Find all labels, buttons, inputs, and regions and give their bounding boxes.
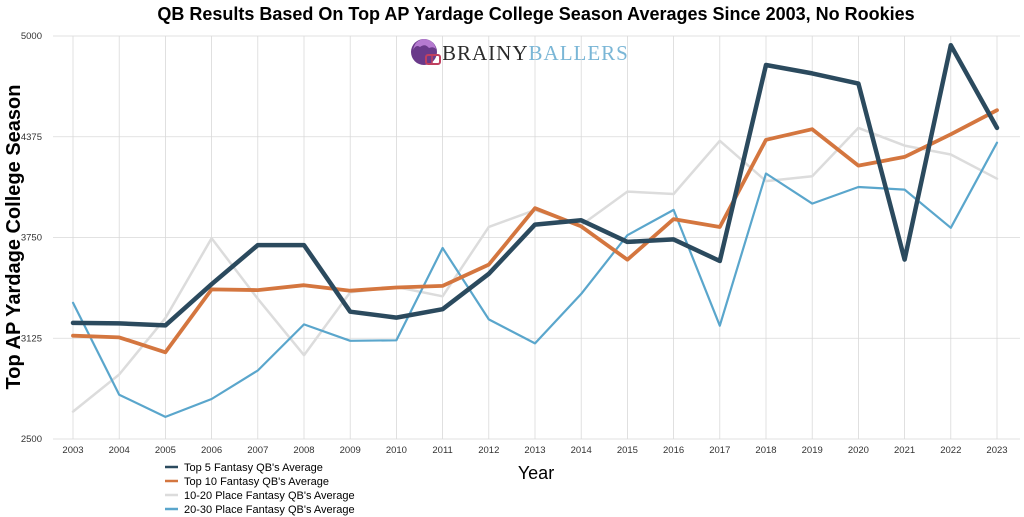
y-tick-label: 4375 bbox=[21, 132, 42, 143]
logo-brainy: BRAINY bbox=[442, 41, 529, 65]
y-tick-label: 2500 bbox=[21, 434, 42, 445]
x-tick-label: 2016 bbox=[663, 445, 684, 456]
x-tick-label: 2021 bbox=[894, 445, 915, 456]
logo-ballers: BALLERS bbox=[529, 41, 629, 65]
x-tick-label: 2013 bbox=[524, 445, 545, 456]
brain-helmet-icon bbox=[411, 39, 441, 65]
series-line-4 bbox=[71, 141, 999, 418]
x-tick-labels: 2003 2004 2005 2006 2007 2008 2009 2010 2011 2012… bbox=[62, 445, 1007, 456]
x-tick-label: 2007 bbox=[247, 445, 268, 456]
y-tick-label: 5000 bbox=[21, 31, 42, 42]
x-tick-label: 2009 bbox=[340, 445, 361, 456]
x-tick-label: 2023 bbox=[986, 445, 1007, 456]
legend-label: 10-20 Place Fantasy QB's Average bbox=[184, 490, 355, 502]
legend: Top 5 Fantasy QB's Average Top 10 Fantasy… bbox=[165, 462, 355, 516]
x-tick-label: 2004 bbox=[109, 445, 130, 456]
x-tick-label: 2006 bbox=[201, 445, 222, 456]
grid-layer bbox=[53, 35, 1020, 440]
x-tick-label: 2022 bbox=[940, 445, 961, 456]
x-tick-label: 2008 bbox=[293, 445, 314, 456]
series-line-1 bbox=[70, 42, 1000, 328]
x-tick-label: 2018 bbox=[755, 445, 776, 456]
x-tick-label: 2014 bbox=[571, 445, 592, 456]
logo: BRAINYBALLERS bbox=[411, 39, 629, 65]
x-axis-label: Year bbox=[518, 463, 554, 483]
x-tick-label: 2011 bbox=[432, 445, 452, 456]
y-axis-label: Top AP Yardage College Season bbox=[3, 85, 25, 390]
series-line-2 bbox=[71, 108, 999, 355]
x-tick-label: 2020 bbox=[848, 445, 869, 456]
x-tick-label: 2010 bbox=[386, 445, 407, 456]
y-tick-labels: 2500 3125 3750 4375 5000 bbox=[21, 31, 42, 445]
svg-text:BRAINYBALLERS: BRAINYBALLERS bbox=[442, 41, 629, 65]
x-tick-label: 2017 bbox=[709, 445, 730, 456]
chart-title: QB Results Based On Top AP Yardage Colle… bbox=[157, 4, 914, 24]
legend-label: Top 5 Fantasy QB's Average bbox=[184, 462, 323, 474]
legend-label: 20-30 Place Fantasy QB's Average bbox=[184, 504, 355, 516]
y-tick-label: 3750 bbox=[21, 233, 42, 244]
x-tick-label: 2012 bbox=[478, 445, 499, 456]
y-tick-label: 3125 bbox=[21, 333, 42, 344]
x-tick-label: 2003 bbox=[62, 445, 83, 456]
x-tick-label: 2005 bbox=[155, 445, 176, 456]
x-tick-label: 2019 bbox=[802, 445, 823, 456]
series-lines bbox=[70, 42, 1000, 418]
x-tick-label: 2015 bbox=[617, 445, 638, 456]
legend-label: Top 10 Fantasy QB's Average bbox=[184, 476, 329, 488]
